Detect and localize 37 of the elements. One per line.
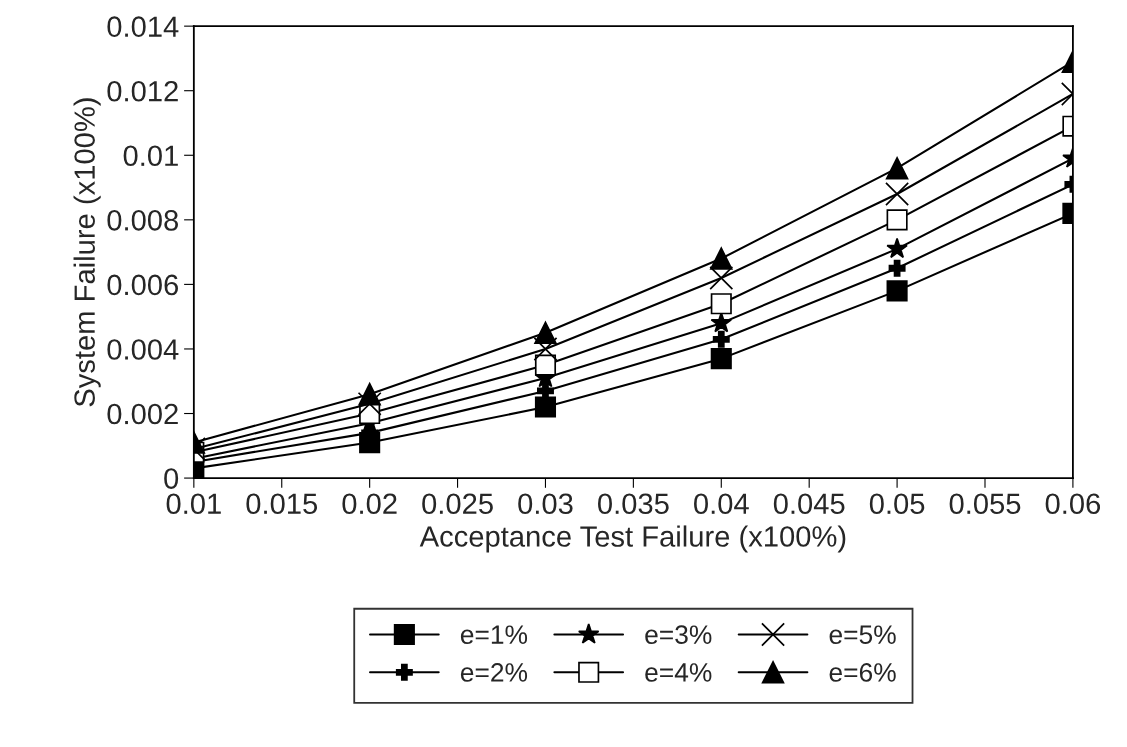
y-tick-label: 0.004 xyxy=(107,339,179,360)
point xyxy=(710,311,733,333)
x-axis-title: Acceptance Test Failure (x100%) xyxy=(419,525,846,553)
x-tick-label: 0.03 xyxy=(518,493,573,515)
point xyxy=(710,348,732,370)
y-tick-label: 0.006 xyxy=(107,274,178,296)
x-tick-label: 0.06 xyxy=(1045,493,1101,515)
point xyxy=(710,247,733,270)
point xyxy=(534,396,557,418)
x-tick-label: 0.035 xyxy=(598,493,669,515)
y-tick-label: 0.012 xyxy=(107,80,178,102)
x-tick-label: 0.01 xyxy=(166,493,221,515)
y-axis-title: System Failure (x100%) xyxy=(73,98,101,407)
point xyxy=(534,354,557,376)
y-tick-label: 0.002 xyxy=(107,403,178,425)
x-tick-label: 0.05 xyxy=(869,493,925,515)
y-tick-label: 0.01 xyxy=(123,145,178,167)
legend-label: e=1% xyxy=(460,625,528,644)
y-tick-label: 0.014 xyxy=(107,16,179,37)
x-tick-label: 0.055 xyxy=(949,493,1021,515)
legend-label: e=4% xyxy=(645,663,712,682)
point xyxy=(534,321,557,345)
legend-label: e=2% xyxy=(460,663,528,682)
legend-label: e=5% xyxy=(829,625,896,644)
x-tick-label: 0.04 xyxy=(694,493,749,515)
point xyxy=(710,293,732,315)
x-tick-label: 0.02 xyxy=(342,493,397,515)
point xyxy=(358,382,381,406)
x-tick-label: 0.015 xyxy=(246,493,318,515)
point xyxy=(712,330,730,348)
legend-label: e=6% xyxy=(829,663,896,682)
x-tick-label: 0.025 xyxy=(422,493,493,515)
legend-label: e=3% xyxy=(645,625,712,644)
point xyxy=(709,265,734,290)
y-tick-label: 0.008 xyxy=(107,210,178,231)
y-tick-label: 0 xyxy=(164,468,179,489)
x-tick-label: 0.045 xyxy=(773,493,845,515)
